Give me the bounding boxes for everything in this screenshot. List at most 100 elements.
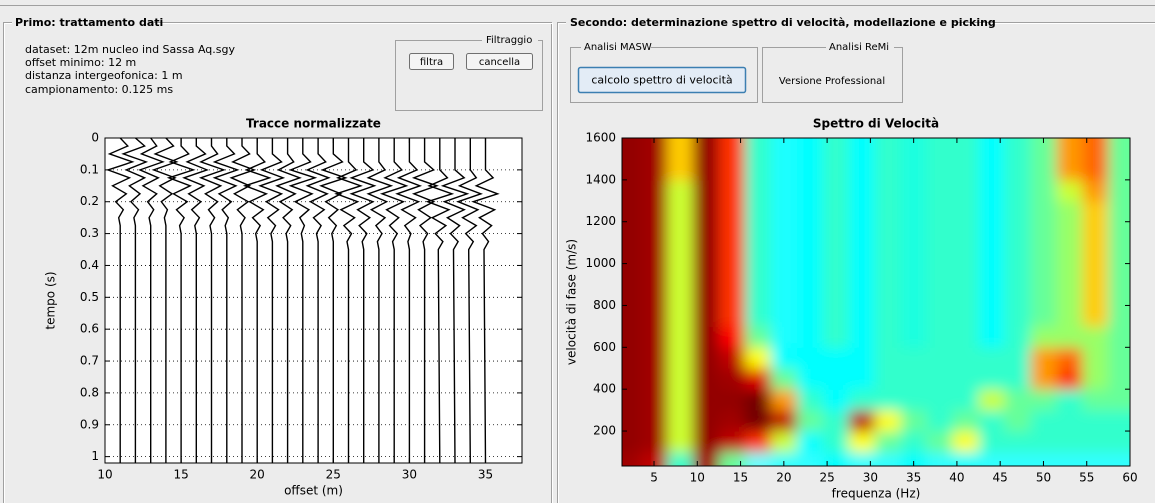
spectrum-cell [822, 305, 850, 327]
spectrum-cell [900, 158, 928, 181]
spectrum-cell [926, 368, 954, 390]
spectrum-cell [848, 431, 876, 453]
spectrum-cell [770, 389, 798, 411]
seismic-trace [229, 138, 257, 463]
right-panel-title-bg [566, 16, 952, 30]
spectrum-cell [926, 305, 954, 327]
spectrum-cell [667, 200, 694, 223]
spectrum-cell [1082, 410, 1109, 432]
spectrum-cell [744, 347, 772, 369]
y-tick-label: 0 [91, 131, 99, 145]
spectrum-cell [900, 284, 928, 306]
spectrum-cell [744, 451, 772, 466]
spectrum-cell [952, 326, 980, 348]
button-label[interactable]: cancella [479, 57, 520, 68]
spectrum-cell [848, 305, 876, 327]
spectrum-cell [622, 138, 642, 160]
spectrum-cell [1108, 410, 1130, 432]
spectrum-cell [1108, 326, 1130, 348]
button-label[interactable]: filtra [420, 57, 443, 68]
spectrum-cell [1004, 242, 1031, 265]
spectrum-cell [744, 242, 772, 265]
spectrum-cell [622, 158, 642, 181]
chart-title: Spettro di Velocità [813, 117, 939, 131]
spectrum-cell [1082, 158, 1109, 181]
spectrum-cell [692, 200, 720, 223]
button-label[interactable]: calcolo spettro di velocità [591, 74, 732, 87]
spectrum-cell [622, 305, 642, 327]
spectrum-cell [952, 347, 980, 369]
seismic-trace [138, 138, 165, 463]
spectrum-cell [978, 451, 1006, 466]
spectrum-cell [1082, 200, 1109, 223]
spectrum-cell [770, 347, 798, 369]
x-tick-label: 30 [863, 471, 878, 485]
spectrum-cell [874, 284, 902, 306]
spectrum-cell [1004, 284, 1031, 306]
spectrum-cell [1030, 326, 1057, 348]
spectrum-cell [822, 410, 850, 432]
spectrum-cell [1082, 368, 1109, 390]
spectrum-cell [1056, 138, 1083, 160]
spectrum-cell [926, 179, 954, 202]
spectrum-cell [978, 389, 1006, 411]
spectrum-cell [1108, 451, 1130, 466]
seismic-trace [121, 138, 149, 463]
x-tick-label: 15 [733, 471, 748, 485]
button-face[interactable] [577, 66, 747, 94]
spectrum-cell [692, 451, 720, 466]
y-tick-label: 0.5 [80, 290, 99, 304]
spectrum-cell [667, 158, 694, 181]
spectrum-cell [667, 326, 694, 348]
button-face[interactable] [409, 53, 454, 70]
spectrum-cell [1108, 158, 1130, 181]
x-tick-label: 20 [776, 471, 791, 485]
spectrum-button[interactable]: calcolo spettro di velocità [577, 66, 747, 94]
spectrum-cell [770, 326, 798, 348]
info-line: dataset: 12m nucleo ind Sassa Aq.sgy [25, 43, 235, 56]
spectrum-cell [641, 389, 668, 411]
seismic-trace [471, 138, 500, 463]
spectrum-cell [692, 305, 720, 327]
spectrum-cell [874, 347, 902, 369]
filter-title-bg [482, 34, 538, 46]
spectrum-cell [667, 179, 694, 202]
spectrum-cell [796, 347, 824, 369]
seismic-trace [395, 138, 423, 463]
spectrum-cell [822, 138, 850, 160]
y-tick-label: 400 [593, 382, 616, 396]
filter-button[interactable]: filtra [409, 53, 454, 70]
left-panel-title: Primo: trattamento dati [15, 16, 163, 29]
spectrum-cell [900, 389, 928, 411]
spectrum-cell [1004, 305, 1031, 327]
spectrum-cell [822, 347, 850, 369]
spectrum-cell [1030, 263, 1057, 286]
clear-button[interactable]: cancella [466, 53, 533, 70]
y-tick-label: 1200 [585, 214, 616, 228]
spectrum-cell [848, 179, 876, 202]
spectrum-cell [874, 389, 902, 411]
spectrum-cell [978, 263, 1006, 286]
spectrum-cell [874, 305, 902, 327]
spectrum-cell [1056, 179, 1083, 202]
seismic-trace [456, 138, 483, 463]
button-face[interactable] [466, 53, 533, 70]
spectrum-clip [622, 138, 1130, 466]
spectrum-cell [641, 326, 668, 348]
y-tick-label: 0.8 [80, 385, 99, 399]
spectrum-cell [1030, 200, 1057, 223]
spectrum-cell [874, 158, 902, 181]
spectrum-cell [952, 138, 980, 160]
x-tick-label: 20 [250, 468, 265, 482]
y-tick-label: 0.7 [80, 354, 99, 368]
x-tick-label: 25 [326, 468, 341, 482]
chart-title: Tracce normalizzate [246, 117, 381, 131]
spectrum-cell [822, 263, 850, 286]
spectrum-cell [641, 200, 668, 223]
spectrum-cell [667, 242, 694, 265]
spectrum-cell [926, 138, 954, 160]
spectrum-cell [770, 263, 798, 286]
masw-title-bg [581, 41, 651, 53]
spectrum-cell [848, 221, 876, 244]
spectrum-cell [667, 221, 694, 244]
